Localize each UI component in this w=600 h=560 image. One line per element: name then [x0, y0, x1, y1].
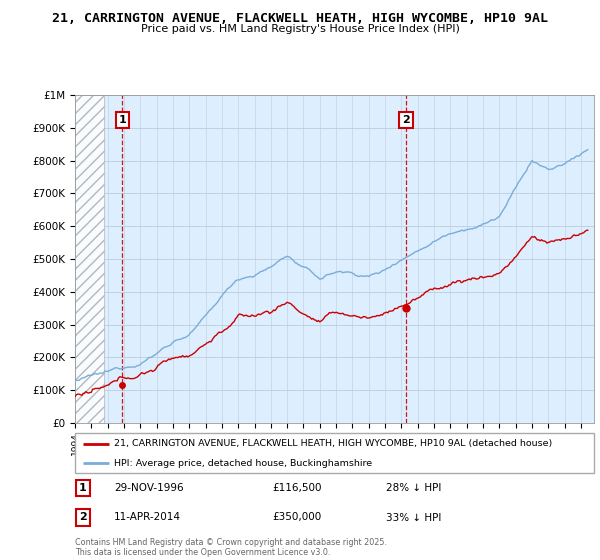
Text: £350,000: £350,000	[272, 512, 322, 522]
Text: Price paid vs. HM Land Registry's House Price Index (HPI): Price paid vs. HM Land Registry's House …	[140, 24, 460, 34]
Text: 33% ↓ HPI: 33% ↓ HPI	[386, 512, 442, 522]
Text: £116,500: £116,500	[272, 483, 322, 493]
Text: Contains HM Land Registry data © Crown copyright and database right 2025.
This d: Contains HM Land Registry data © Crown c…	[75, 538, 387, 557]
Text: 2: 2	[402, 115, 410, 125]
Text: 11-APR-2014: 11-APR-2014	[114, 512, 181, 522]
Text: 2: 2	[79, 512, 86, 522]
Text: 21, CARRINGTON AVENUE, FLACKWELL HEATH, HIGH WYCOMBE, HP10 9AL: 21, CARRINGTON AVENUE, FLACKWELL HEATH, …	[52, 12, 548, 25]
Text: HPI: Average price, detached house, Buckinghamshire: HPI: Average price, detached house, Buck…	[114, 459, 372, 468]
Text: 1: 1	[119, 115, 127, 125]
Text: 21, CARRINGTON AVENUE, FLACKWELL HEATH, HIGH WYCOMBE, HP10 9AL (detached house): 21, CARRINGTON AVENUE, FLACKWELL HEATH, …	[114, 439, 552, 448]
Text: 29-NOV-1996: 29-NOV-1996	[114, 483, 184, 493]
Text: 1: 1	[79, 483, 86, 493]
Text: 28% ↓ HPI: 28% ↓ HPI	[386, 483, 442, 493]
